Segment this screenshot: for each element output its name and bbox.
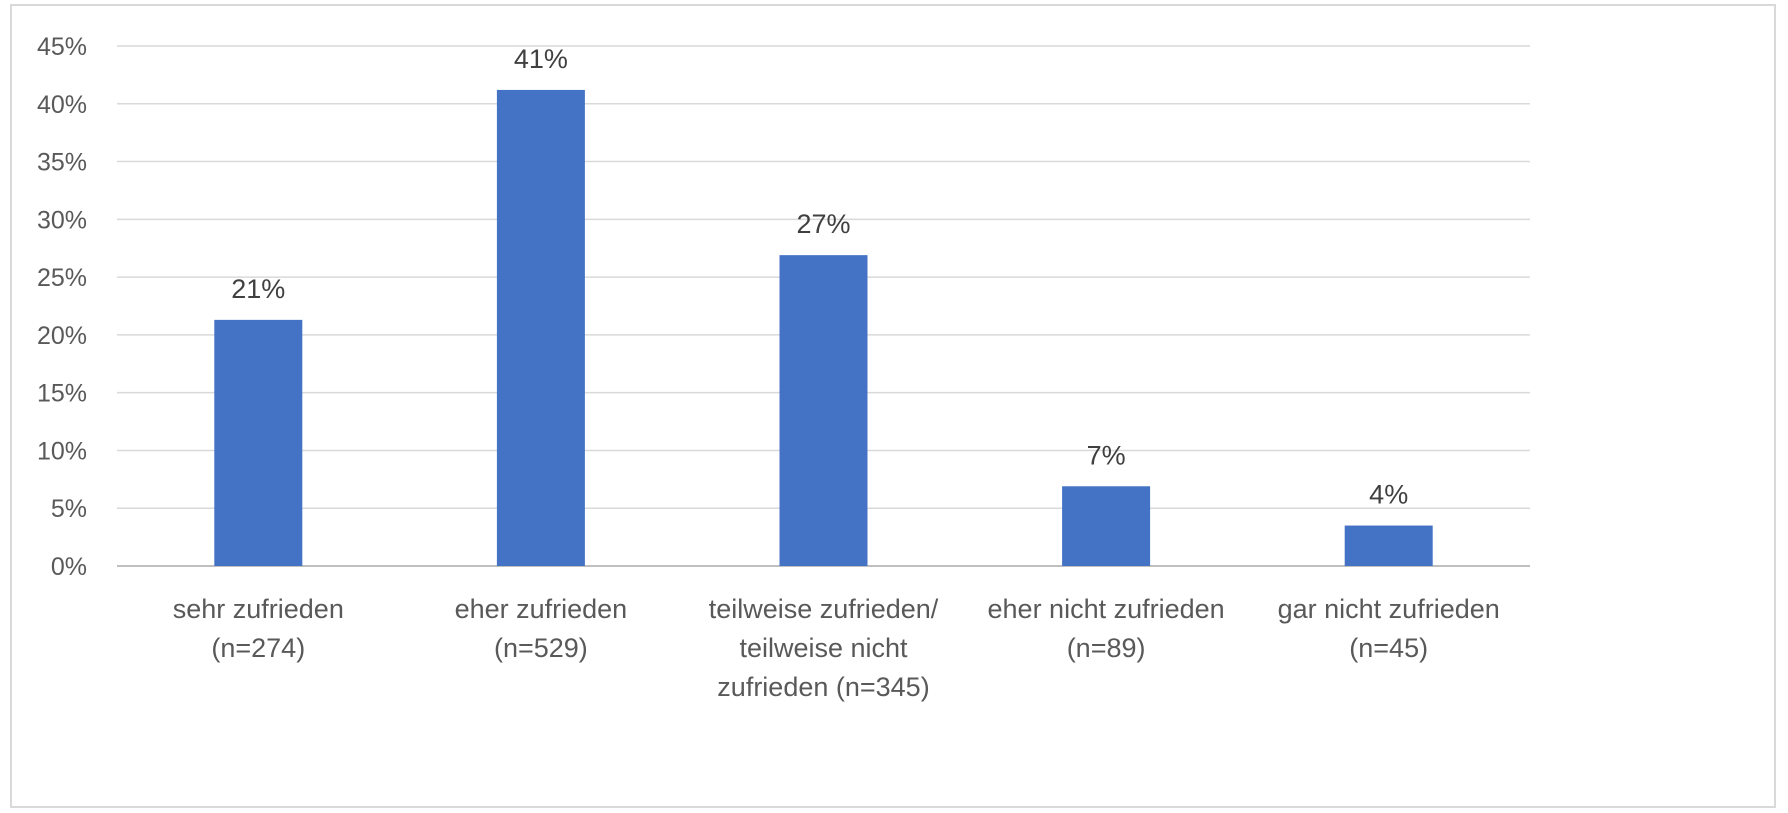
category-label: (n=529) — [494, 633, 588, 663]
category-label: sehr zufrieden — [173, 594, 344, 624]
bar — [496, 89, 585, 567]
y-tick-label: 25% — [37, 264, 87, 292]
bars — [214, 89, 1433, 567]
category-label: gar nicht zufrieden — [1278, 594, 1500, 624]
category-label: teilweise zufrieden/ — [709, 594, 939, 624]
data-label: 27% — [796, 209, 850, 239]
bar — [1344, 525, 1433, 566]
y-tick-label: 40% — [37, 91, 87, 119]
y-tick-label: 35% — [37, 149, 87, 177]
y-tick-label: 30% — [37, 206, 87, 234]
category-label: (n=274) — [211, 633, 305, 663]
bar — [1062, 486, 1151, 566]
data-label: 41% — [514, 44, 568, 74]
data-label: 21% — [231, 274, 285, 304]
y-axis-ticks: 0% 5% 10% 15% 20% 25% 30% 35% 40% 45% — [37, 33, 87, 581]
data-label: 7% — [1087, 440, 1126, 470]
bar — [779, 255, 868, 566]
bar — [214, 319, 303, 566]
y-tick-label: 10% — [37, 437, 87, 465]
category-label: teilweise nicht — [739, 633, 908, 663]
y-tick-label: 0% — [51, 553, 87, 581]
category-labels: sehr zufrieden (n=274) eher zufrieden (n=52… — [173, 594, 1500, 702]
bar-chart: 0% 5% 10% 15% 20% 25% 30% 35% 40% 45% 21% 41% 27% 7%… — [37, 33, 1530, 702]
category-label: eher zufrieden — [455, 594, 628, 624]
y-tick-label: 45% — [37, 33, 87, 61]
y-tick-label: 5% — [51, 495, 87, 523]
y-tick-label: 15% — [37, 380, 87, 408]
y-tick-label: 20% — [37, 322, 87, 350]
category-label: zufrieden (n=345) — [717, 672, 929, 702]
category-label: eher nicht zufrieden — [988, 594, 1225, 624]
data-label: 4% — [1369, 480, 1408, 510]
category-label: (n=89) — [1067, 633, 1146, 663]
category-label: (n=45) — [1349, 633, 1428, 663]
data-labels: 21% 41% 27% 7% 4% — [231, 44, 1408, 510]
chart-frame: 0% 5% 10% 15% 20% 25% 30% 35% 40% 45% 21% 41% 27% 7%… — [10, 4, 1776, 808]
